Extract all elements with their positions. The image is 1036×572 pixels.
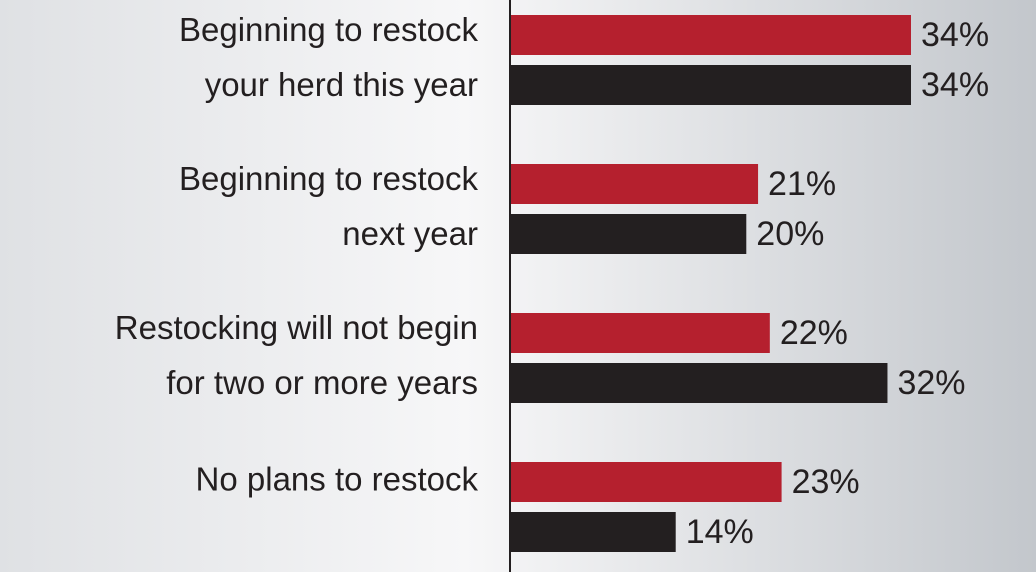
value-label: 20% bbox=[756, 215, 824, 253]
bar bbox=[511, 313, 770, 353]
bar bbox=[511, 164, 759, 204]
value-label: 14% bbox=[686, 513, 754, 551]
bar bbox=[511, 363, 888, 403]
value-label: 22% bbox=[780, 314, 848, 352]
value-label: 21% bbox=[768, 165, 836, 203]
category-label: for two or more years bbox=[166, 364, 478, 401]
bar bbox=[511, 214, 747, 254]
category-label: Beginning to restock bbox=[179, 160, 479, 197]
value-label: 32% bbox=[897, 364, 965, 402]
bar bbox=[511, 15, 911, 55]
value-label: 34% bbox=[921, 66, 989, 104]
bar bbox=[511, 65, 911, 105]
value-label: 34% bbox=[921, 16, 989, 54]
value-label: 23% bbox=[792, 463, 860, 501]
category-label: Restocking will not begin bbox=[115, 309, 478, 346]
category-label: next year bbox=[342, 215, 478, 252]
category-label: Beginning to restock bbox=[179, 11, 479, 48]
bar bbox=[511, 512, 676, 552]
category-label: No plans to restock bbox=[196, 461, 479, 498]
bar bbox=[511, 462, 782, 502]
category-label: your herd this year bbox=[205, 66, 478, 103]
